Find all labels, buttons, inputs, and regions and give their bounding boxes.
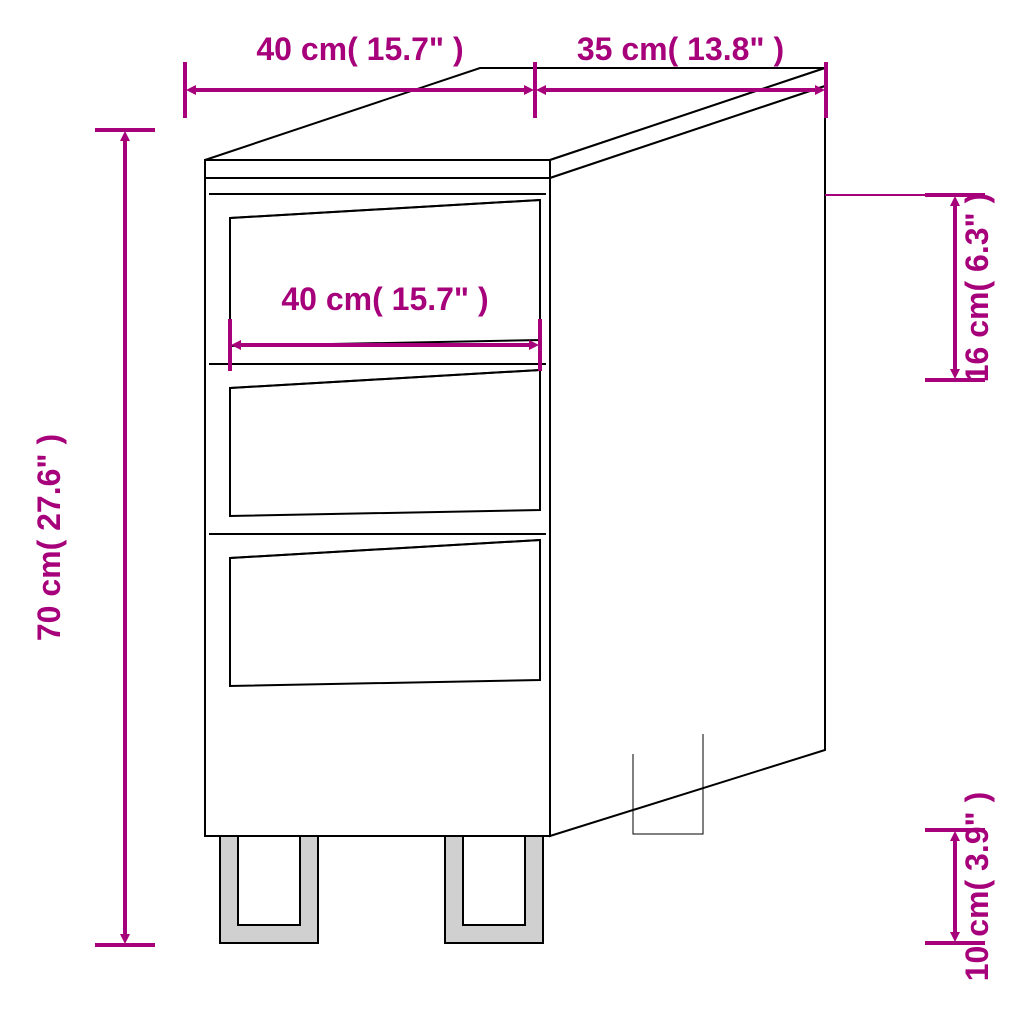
label-height: 70 cm( 27.6" ) <box>31 434 67 641</box>
label-drawer-height: 16 cm( 6.3" ) <box>959 193 995 382</box>
label-depth-top: 35 cm( 13.8" ) <box>577 31 784 67</box>
cabinet-leg <box>445 836 543 943</box>
cabinet-leg <box>220 836 318 943</box>
label-width-top: 40 cm( 15.7" ) <box>256 31 463 67</box>
label-leg-height: 10 cm( 3.9" ) <box>959 792 995 981</box>
label-drawer-width: 40 cm( 15.7" ) <box>281 281 488 317</box>
